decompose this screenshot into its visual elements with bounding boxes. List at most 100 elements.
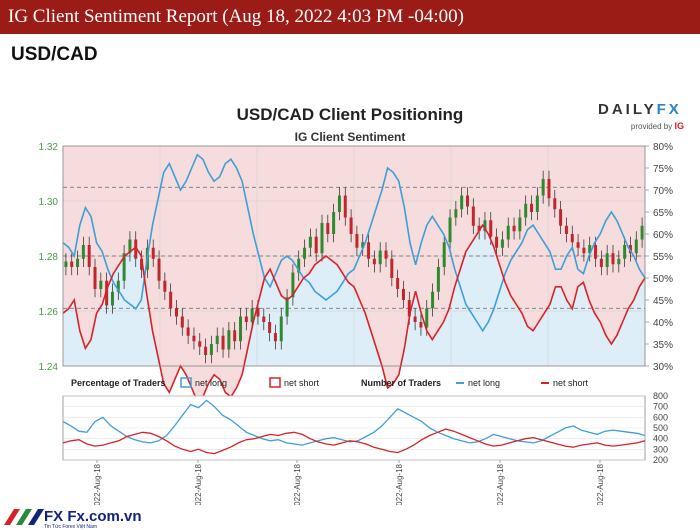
candle-body bbox=[110, 291, 114, 306]
percent-tick-label: 60% bbox=[653, 230, 673, 241]
candle-body bbox=[640, 225, 644, 240]
candle-body bbox=[570, 234, 574, 243]
candle-body bbox=[337, 195, 341, 212]
percent-tick-label: 75% bbox=[653, 164, 673, 175]
candle-body bbox=[367, 242, 371, 259]
candle-body bbox=[93, 267, 97, 289]
count-tick-label: 200 bbox=[653, 455, 668, 465]
candle-body bbox=[122, 253, 126, 281]
candle-body bbox=[483, 220, 487, 232]
candle-body bbox=[64, 261, 68, 267]
candle-body bbox=[495, 236, 499, 248]
x-tick-label: 2022-Aug-18 bbox=[293, 463, 302, 505]
candle-body bbox=[588, 245, 592, 254]
candle-body bbox=[285, 297, 289, 317]
candle-body bbox=[105, 280, 109, 306]
candle-body bbox=[134, 239, 138, 259]
count-tick-label: 700 bbox=[653, 402, 668, 412]
candle-body bbox=[244, 316, 248, 322]
candle-body bbox=[506, 225, 510, 240]
candle-body bbox=[116, 280, 120, 292]
legend-short-swatch bbox=[269, 377, 281, 388]
candle-body bbox=[279, 316, 283, 342]
candle-body bbox=[81, 245, 85, 259]
percent-tick-label: 70% bbox=[653, 186, 673, 197]
candle-body bbox=[215, 335, 219, 344]
candle-body bbox=[372, 258, 376, 265]
legend-pct-long-label: net long bbox=[195, 378, 227, 388]
candle-body bbox=[413, 316, 417, 322]
net-short-count-line bbox=[62, 428, 646, 455]
site-tagline: Tin Tức Forex Việt Nam bbox=[44, 524, 97, 530]
candle-body bbox=[407, 300, 411, 317]
candle-body bbox=[535, 195, 539, 212]
candle-body bbox=[512, 225, 516, 232]
candle-body bbox=[553, 198, 557, 210]
count-tick-label: 300 bbox=[653, 444, 668, 454]
chart-subtitle: IG Client Sentiment bbox=[294, 130, 406, 144]
chart-legend: Percentage of Traders net long net short Nu… bbox=[71, 377, 589, 388]
price-tick-label: 1.28 bbox=[39, 252, 59, 263]
candle-body bbox=[151, 247, 155, 259]
candle-body bbox=[256, 308, 260, 317]
price-tick-label: 1.26 bbox=[39, 307, 59, 318]
price-tick-label: 1.30 bbox=[39, 197, 59, 208]
candle-body bbox=[559, 209, 563, 226]
logo-provided-by: provided by IG bbox=[631, 121, 684, 131]
ig-logo-text: IG bbox=[674, 121, 684, 131]
candle-body bbox=[378, 250, 382, 265]
candle-body bbox=[221, 335, 225, 350]
candle-body bbox=[471, 206, 475, 226]
legend-percentage-title: Percentage of Traders bbox=[71, 378, 166, 388]
candle-body bbox=[308, 236, 312, 248]
x-tick-label: 2022-Aug-18 bbox=[194, 463, 203, 505]
candle-body bbox=[611, 253, 615, 265]
candle-body bbox=[332, 212, 336, 234]
percent-tick-label: 45% bbox=[653, 296, 673, 307]
candle-body bbox=[209, 344, 213, 355]
candle-body bbox=[384, 250, 388, 259]
legend-num-long-label: net long bbox=[468, 378, 500, 388]
price-tick-label: 1.24 bbox=[39, 362, 59, 373]
candle-body bbox=[128, 239, 132, 254]
candle-body bbox=[355, 234, 359, 248]
candle-body bbox=[448, 217, 452, 243]
percent-tick-label: 35% bbox=[653, 340, 673, 351]
site-name[interactable]: FX Fx.com.vn bbox=[44, 508, 142, 525]
candle-body bbox=[262, 316, 266, 322]
candle-body bbox=[239, 316, 243, 342]
candle-body bbox=[547, 179, 551, 199]
candle-body bbox=[70, 261, 74, 267]
currency-pair-title: USD/CAD bbox=[11, 44, 98, 65]
candle-body bbox=[140, 258, 144, 270]
logo-fx-text: FX bbox=[656, 101, 682, 118]
candle-body bbox=[594, 245, 598, 259]
candle-body bbox=[617, 258, 621, 265]
candle-body bbox=[465, 195, 469, 207]
net-long-percentage-line bbox=[62, 153, 646, 333]
candle-body bbox=[291, 272, 295, 298]
candle-body bbox=[192, 335, 196, 342]
provided-by-text: provided by bbox=[630, 122, 673, 131]
positioning-chart: 1.24 1.26 1.28 1.30 1.32 30% 35% 40% 45% 50% 55% 60… bbox=[39, 142, 674, 505]
candle-body bbox=[320, 223, 324, 254]
percent-tick-label: 65% bbox=[653, 208, 673, 219]
percent-tick-label: 30% bbox=[653, 362, 673, 373]
chart-title: USD/CAD Client Positioning bbox=[236, 105, 464, 124]
candle-body bbox=[174, 308, 178, 317]
candle-body bbox=[198, 341, 202, 347]
site-footer: FX Fx.com.vn Tin Tức Forex Việt Nam bbox=[0, 505, 230, 530]
count-tick-label: 800 bbox=[653, 391, 668, 401]
count-tick-label: 600 bbox=[653, 412, 668, 422]
candle-body bbox=[396, 278, 400, 289]
candle-body bbox=[233, 330, 237, 342]
logo-daily-text: DAILY bbox=[598, 101, 657, 118]
candle-body bbox=[460, 195, 464, 210]
x-tick-label: 2022-Aug-18 bbox=[496, 463, 505, 505]
legend-number-title: Number of Traders bbox=[361, 378, 441, 388]
candle-body bbox=[169, 291, 173, 309]
count-tick-label: 400 bbox=[653, 434, 668, 444]
candle-body bbox=[157, 258, 161, 281]
candle-body bbox=[250, 308, 254, 322]
